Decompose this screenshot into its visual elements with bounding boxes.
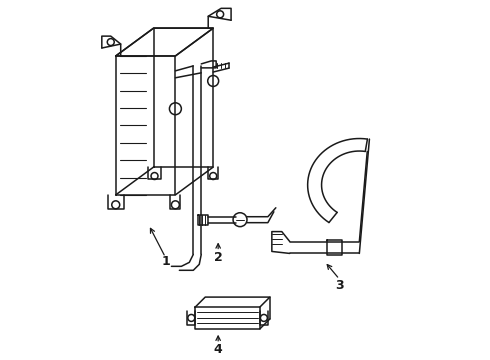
Text: 4: 4 <box>214 343 222 356</box>
Text: 1: 1 <box>161 255 170 268</box>
Text: 2: 2 <box>214 251 222 264</box>
Text: 3: 3 <box>335 279 344 292</box>
